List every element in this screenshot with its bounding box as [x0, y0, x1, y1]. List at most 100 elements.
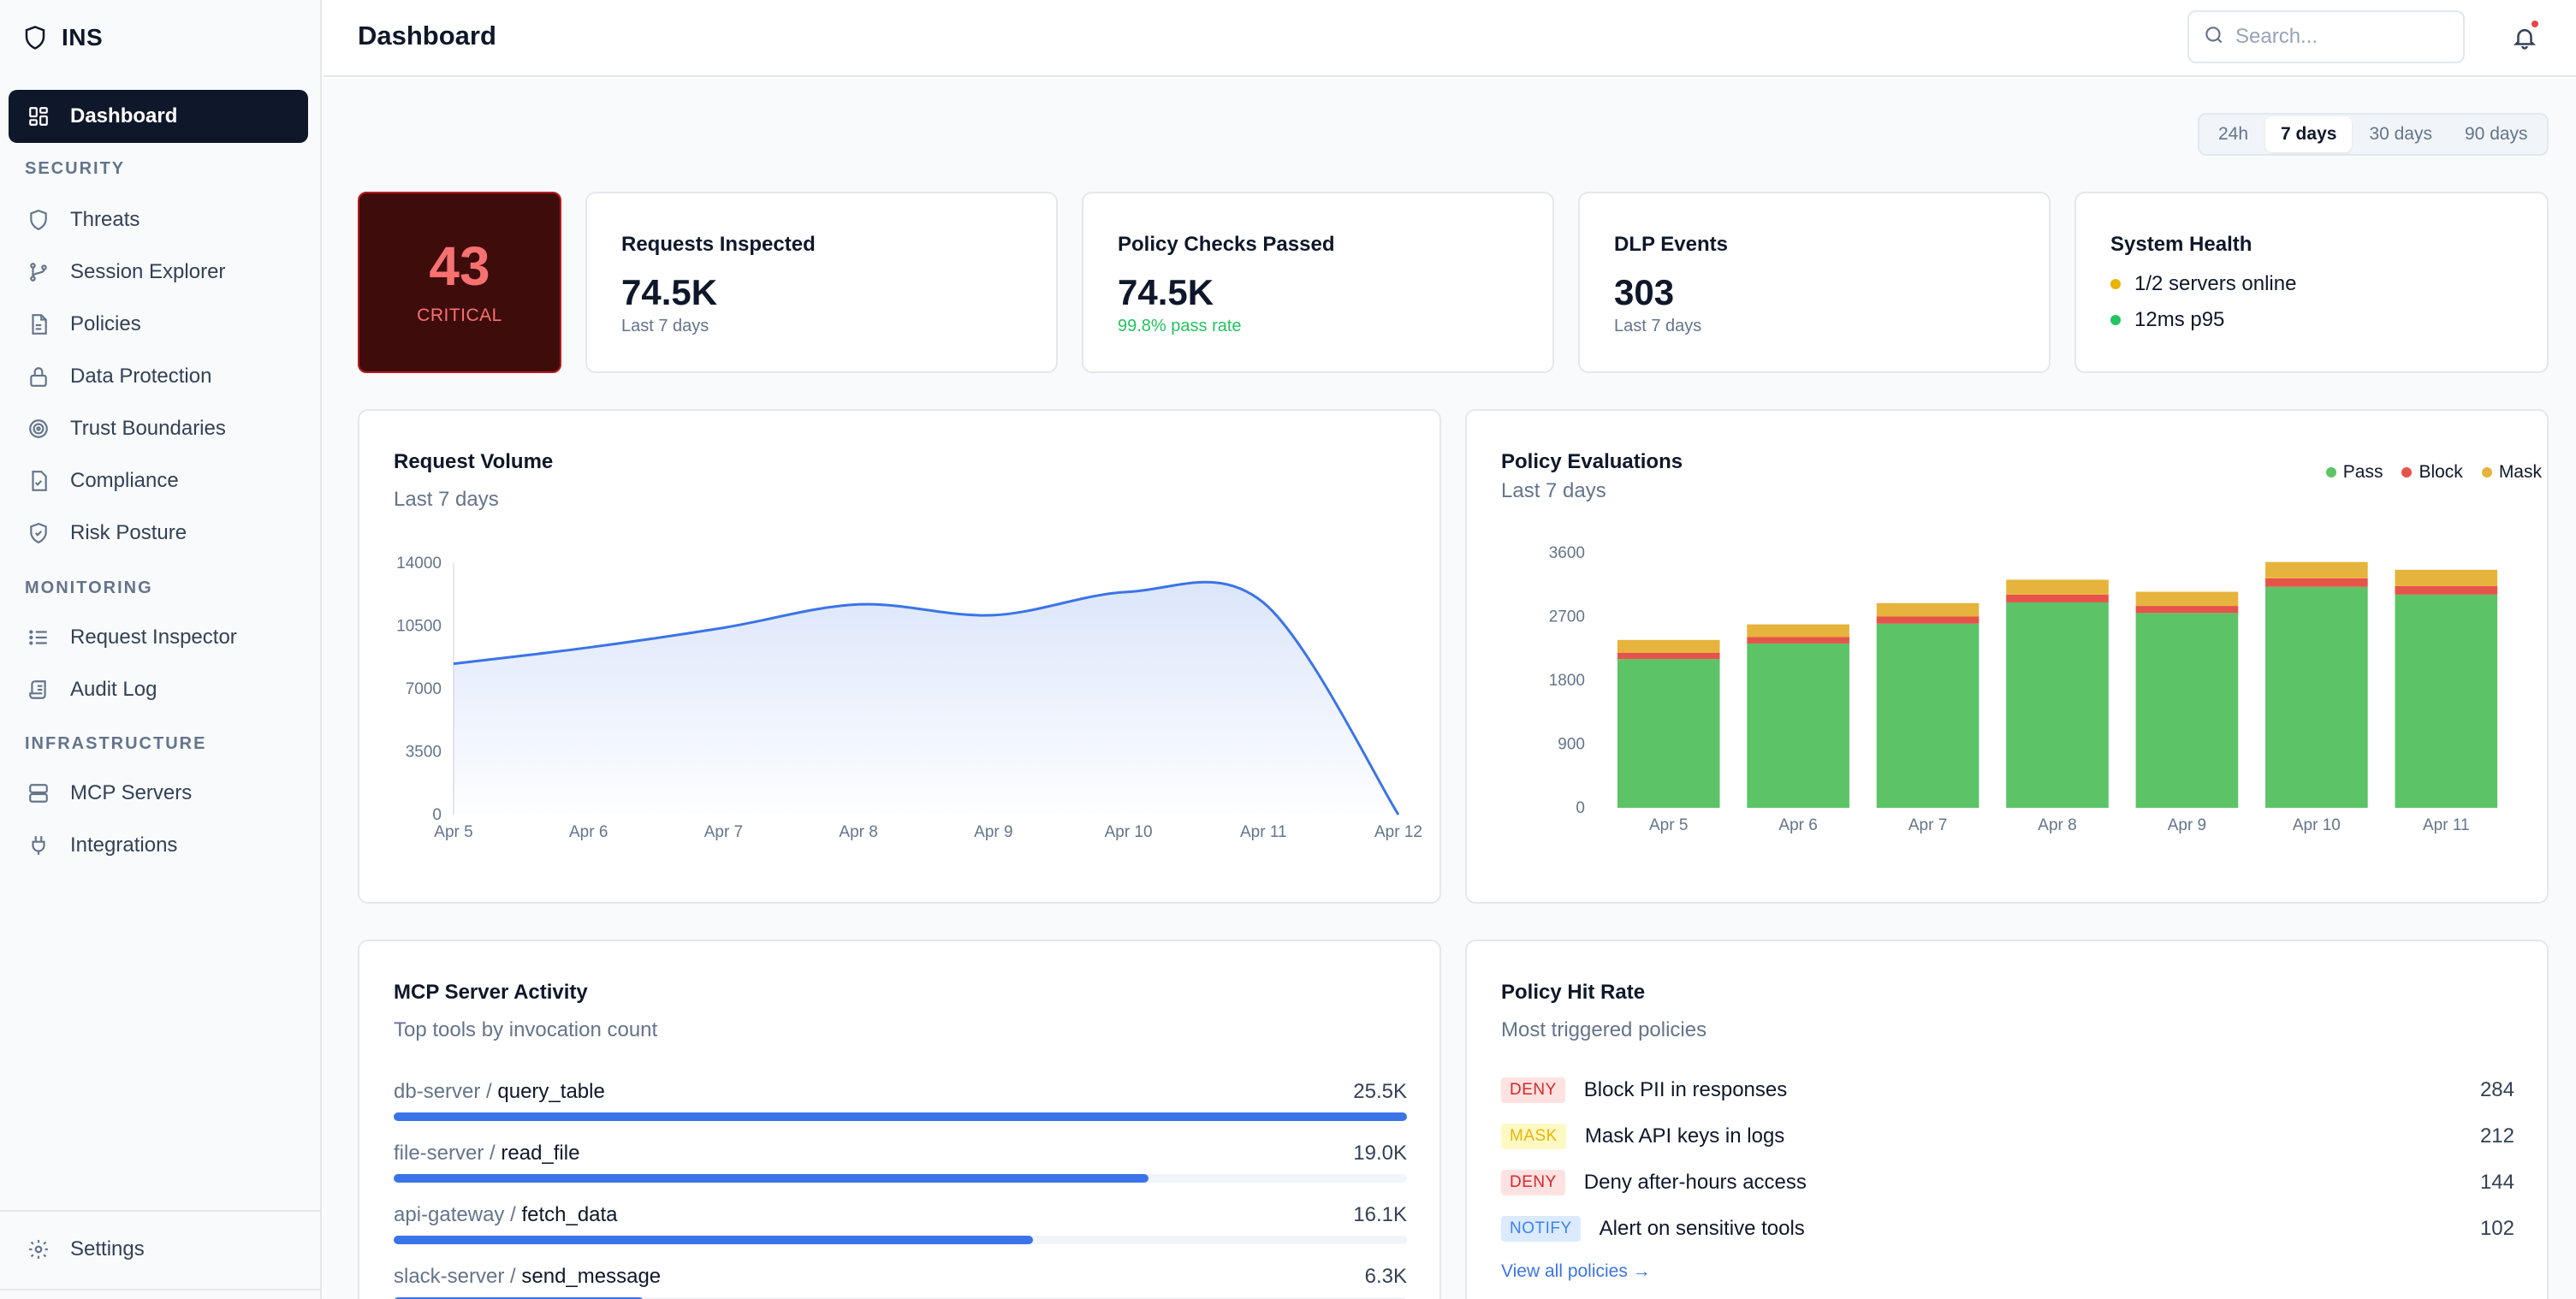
bar-segment-mask — [1747, 624, 1849, 638]
app-name: INS — [62, 24, 104, 50]
stat-title: DLP Events — [1614, 233, 1728, 256]
tool-label: file-server / read_file — [394, 1142, 580, 1165]
section-label-monitoring: MONITORING — [25, 578, 153, 597]
legend-label: Block — [2419, 462, 2463, 482]
bar-segment-pass — [2006, 602, 2109, 808]
stat-card-dlp-events: DLP Events 303 Last 7 days — [1578, 192, 2051, 373]
area-fill — [454, 582, 1398, 815]
server-icon — [26, 780, 51, 806]
policy-row[interactable]: NOTIFY Alert on sensitive tools 102 — [1501, 1213, 2514, 1244]
bar-segment-mask — [1617, 639, 1720, 653]
y-tick-label: 7000 — [406, 680, 442, 698]
sidebar-item-audit-log[interactable]: Audit Log — [9, 663, 308, 716]
brand[interactable]: INS — [22, 21, 103, 55]
sidebar-item-session-explorer[interactable]: Session Explorer — [9, 246, 308, 299]
bar-segment-pass — [2265, 586, 2368, 808]
bar-segment-block — [1876, 616, 1979, 624]
x-tick-label: Apr 7 — [1908, 816, 1947, 834]
sidebar-item-compliance[interactable]: Compliance — [9, 454, 308, 507]
critical-threats-card[interactable]: 43 CRITICAL — [358, 192, 561, 373]
bar-segment-block — [2006, 594, 2109, 602]
shield-icon — [26, 207, 51, 233]
x-tick-label: Apr 9 — [974, 823, 1012, 841]
sidebar-item-mcp-servers[interactable]: MCP Servers — [9, 767, 308, 820]
bar-segment-mask — [2006, 579, 2109, 595]
legend-item-block: Block — [2401, 462, 2463, 483]
policy-action-badge: DENY — [1501, 1077, 1565, 1103]
legend-item-pass: Pass — [2325, 462, 2383, 483]
git-branch-icon — [26, 259, 51, 285]
notifications-button[interactable] — [2506, 19, 2543, 56]
radar-icon — [26, 416, 51, 442]
policy-hit-count: 284 — [2479, 1078, 2514, 1101]
policy-evaluations-chart: 0 900 1800 2700 3600 Apr 5 Apr 6 Apr 7 Apr 8 Apr … — [1549, 544, 2498, 834]
y-tick-label: 900 — [1558, 736, 1585, 754]
sidebar-item-label: Session Explorer — [70, 260, 226, 283]
sidebar-item-label: Settings — [70, 1237, 145, 1260]
tool-name: read_file — [501, 1142, 580, 1165]
view-all-policies-link[interactable]: View all policies → — [1501, 1261, 1651, 1281]
sidebar-item-risk-posture[interactable]: Risk Posture — [9, 507, 308, 560]
policy-action-badge: NOTIFY — [1501, 1216, 1581, 1242]
tool-count: 6.3K — [1364, 1265, 1407, 1288]
x-tick-label: Apr 9 — [2168, 816, 2206, 834]
usage-bar-fill — [394, 1174, 1149, 1183]
x-tick-label: Apr 12 — [1374, 823, 1422, 841]
range-option-7d[interactable]: 7 days — [2265, 116, 2353, 152]
plug-icon — [26, 833, 51, 858]
card-title: Policy Hit Rate — [1501, 981, 1646, 1004]
bar-segment-pass — [2395, 594, 2498, 808]
chart-legend: Pass Block Mask — [2325, 462, 2542, 483]
range-option-90d[interactable]: 90 days — [2465, 124, 2528, 144]
bar-segment-mask — [2135, 591, 2239, 607]
sidebar-item-trust-boundaries[interactable]: Trust Boundaries — [9, 402, 308, 455]
sidebar-item-label: Threats — [70, 208, 140, 231]
card-title: Policy Evaluations — [1501, 450, 1683, 473]
list-icon — [26, 625, 51, 650]
sidebar-item-threats[interactable]: Threats — [9, 193, 308, 246]
stat-title: Policy Checks Passed — [1118, 233, 1335, 256]
policy-action-badge: MASK — [1501, 1124, 1566, 1149]
tool-name: send_message — [521, 1265, 662, 1288]
sidebar-item-policies[interactable]: Policies — [9, 298, 308, 351]
stat-subtitle: Last 7 days — [1614, 317, 1702, 335]
sidebar-item-dashboard[interactable]: Dashboard — [9, 90, 308, 143]
usage-bar-fill — [394, 1112, 1407, 1121]
usage-bar-track — [394, 1236, 1407, 1244]
server-name: db-server — [394, 1080, 481, 1103]
card-subtitle: Most triggered policies — [1501, 1018, 1707, 1041]
y-tick-label: 14000 — [396, 555, 442, 572]
y-tick-label: 10500 — [396, 618, 442, 636]
stat-value: 74.5K — [621, 272, 718, 312]
x-tick-label: Apr 6 — [569, 823, 608, 841]
sidebar-item-integrations[interactable]: Integrations — [9, 819, 308, 872]
server-name: slack-server — [394, 1265, 505, 1288]
search-input[interactable] — [2235, 25, 2449, 49]
legend-swatch — [2401, 467, 2413, 477]
usage-bar-track — [394, 1174, 1407, 1183]
range-option-24h[interactable]: 24h — [2218, 124, 2249, 144]
critical-label: CRITICAL — [417, 305, 502, 325]
bell-icon — [2513, 29, 2537, 50]
x-tick-label: Apr 6 — [1778, 816, 1817, 834]
grid-icon — [26, 104, 51, 129]
policy-name: Block PII in responses — [1583, 1078, 1788, 1101]
sidebar-item-request-inspector[interactable]: Request Inspector — [9, 611, 308, 664]
search-box[interactable] — [2187, 10, 2465, 63]
policy-row[interactable]: MASK Mask API keys in logs 212 — [1501, 1121, 2514, 1152]
x-tick-label: Apr 5 — [1649, 816, 1688, 834]
bar-segment-mask — [2265, 561, 2368, 578]
sidebar-item-data-protection[interactable]: Data Protection — [9, 350, 308, 403]
y-tick-label: 1800 — [1549, 672, 1585, 690]
policy-row[interactable]: DENY Block PII in responses 284 — [1501, 1075, 2514, 1106]
sidebar-item-settings[interactable]: Settings — [9, 1223, 308, 1276]
stat-title: Requests Inspected — [621, 233, 816, 256]
policy-row[interactable]: DENY Deny after-hours access 144 — [1501, 1167, 2514, 1198]
sidebar-item-label: Risk Posture — [70, 521, 187, 544]
y-tick-label: 3600 — [1549, 544, 1585, 562]
shield-check-icon — [26, 520, 51, 546]
sidebar-footer — [0, 1210, 320, 1299]
range-option-30d[interactable]: 30 days — [2369, 124, 2432, 144]
request-volume-chart: 0 3500 7000 10500 14000 Apr 5 Apr 6 Apr 7 Apr 8 A… — [396, 555, 1422, 841]
legend-swatch — [2325, 467, 2336, 477]
